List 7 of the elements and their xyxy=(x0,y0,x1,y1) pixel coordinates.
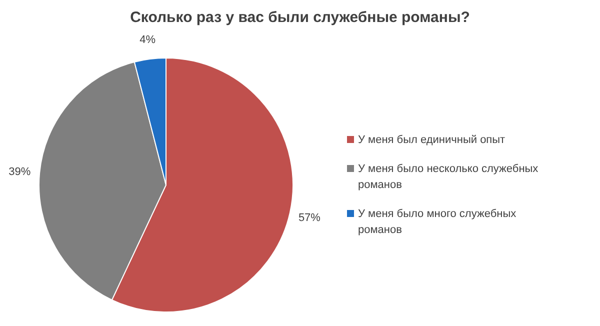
legend-label: У меня было много служебных романов xyxy=(358,208,517,236)
legend-label: У меня было несколько служебных романов xyxy=(358,163,539,191)
data-label: 57% xyxy=(298,212,321,224)
legend-label: У меня был единичный опыт xyxy=(358,134,506,146)
data-label: 4% xyxy=(140,34,156,46)
chart-title: Сколько раз у вас были служебные романы? xyxy=(130,9,470,26)
data-label: 39% xyxy=(8,166,31,178)
